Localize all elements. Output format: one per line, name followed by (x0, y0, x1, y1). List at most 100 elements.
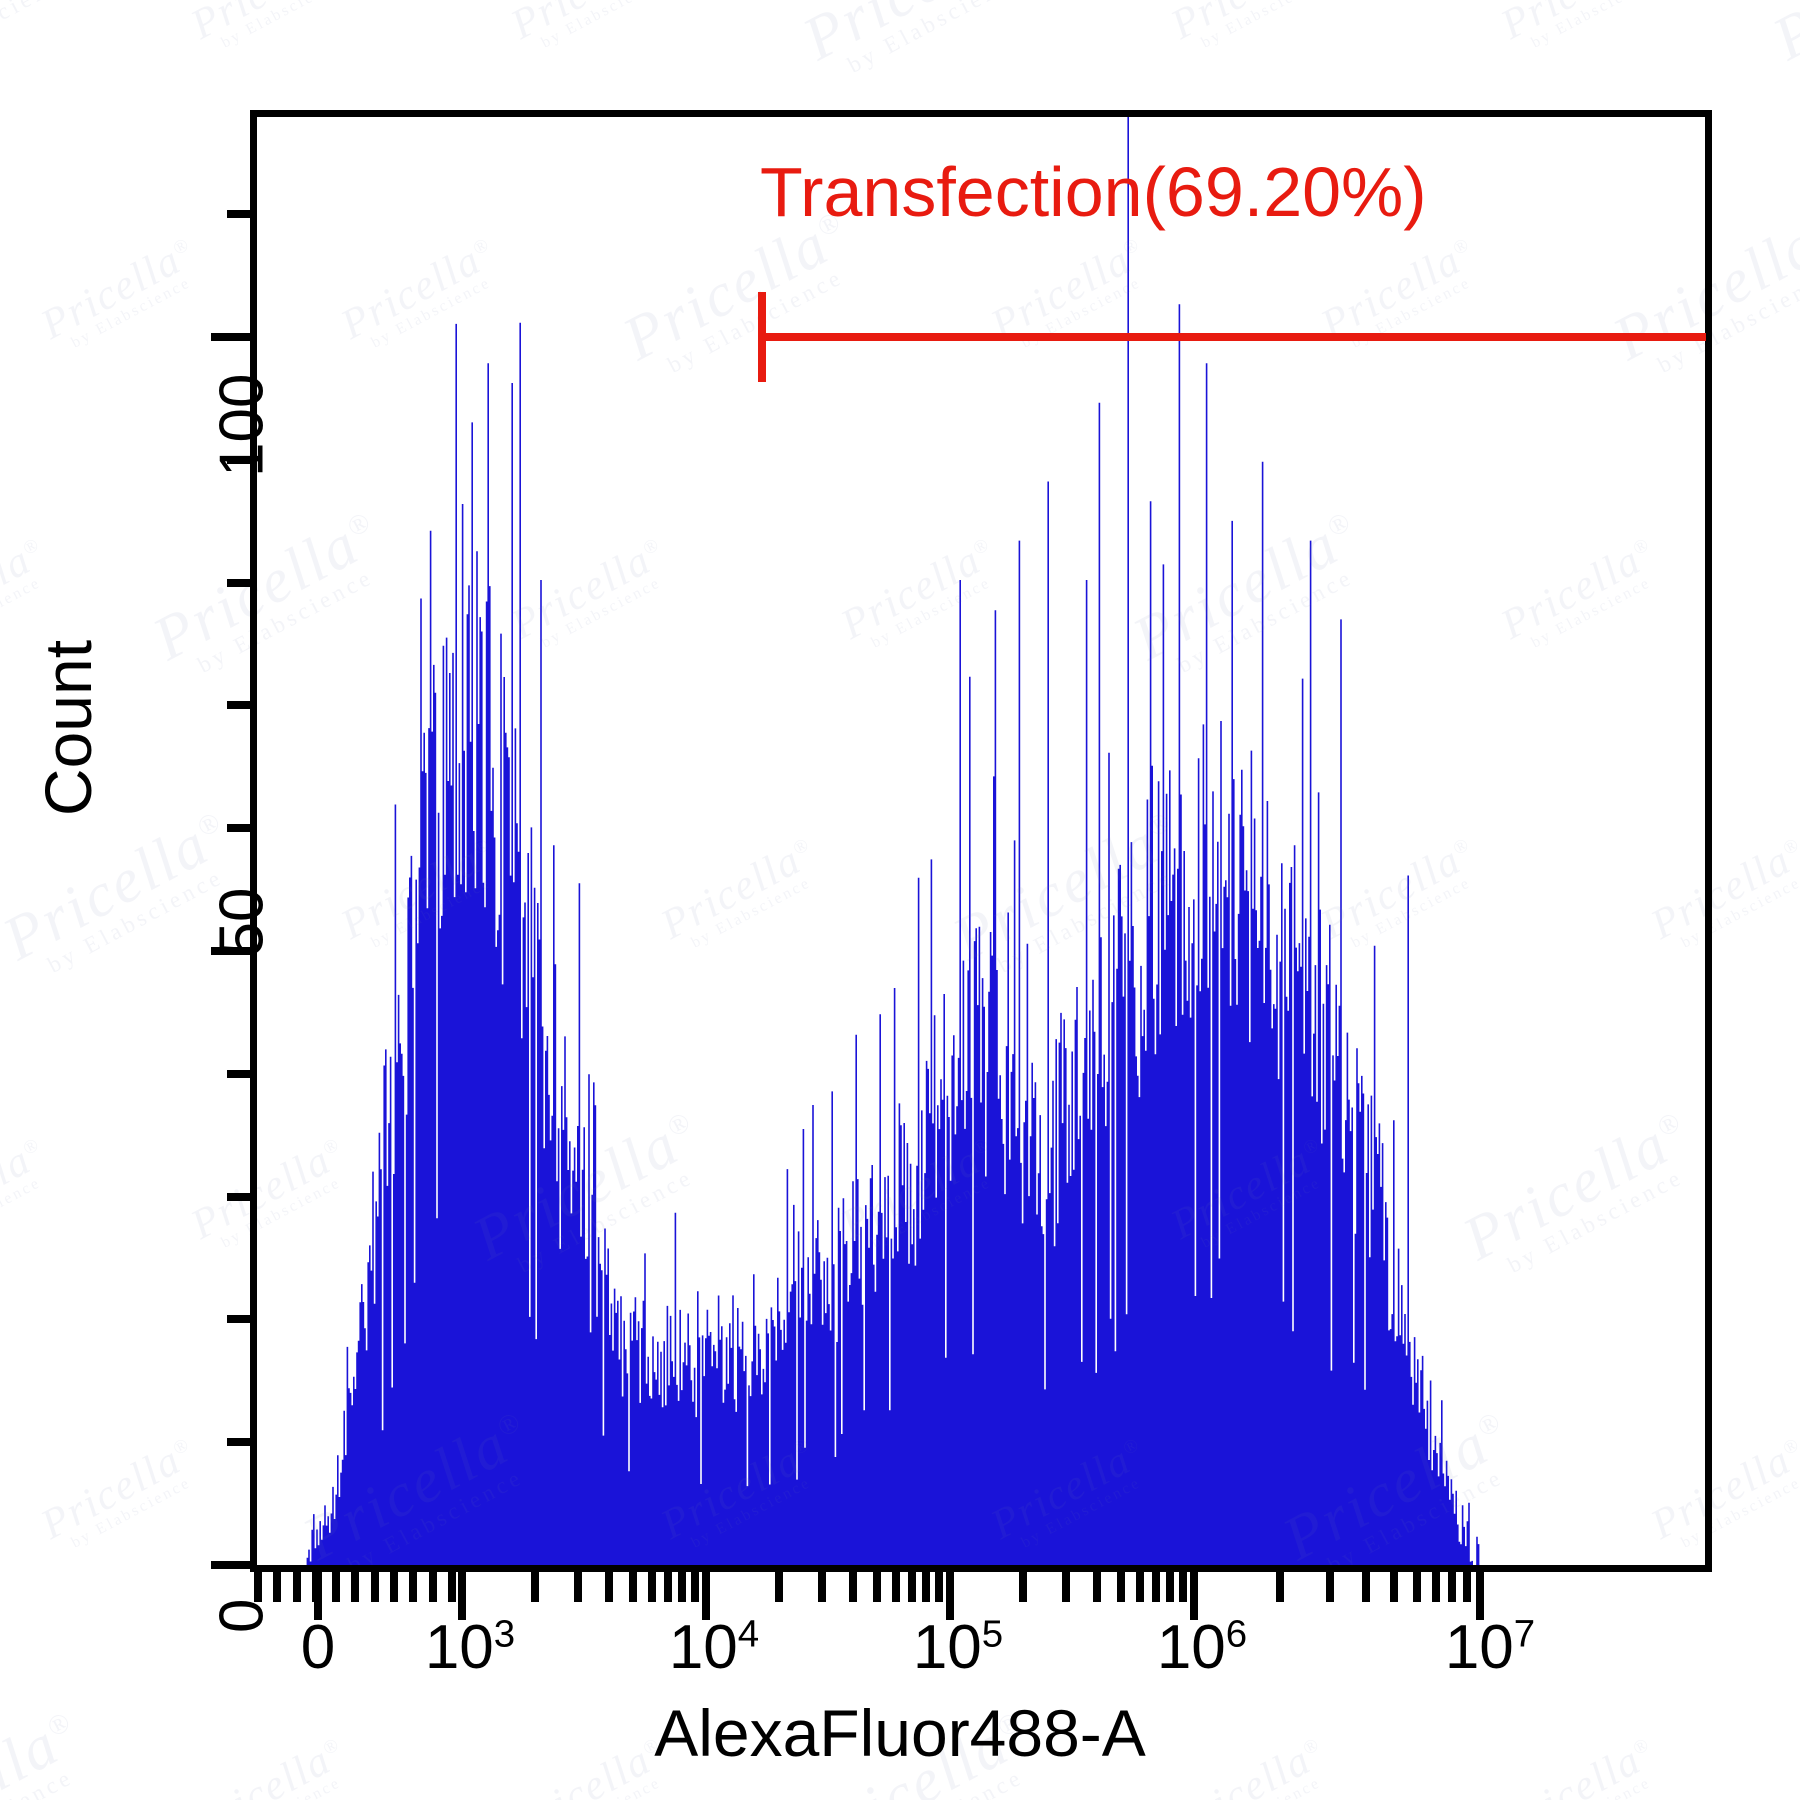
watermark-pricella: Pricella®by Elabscience (791, 0, 1050, 91)
watermark-pricella: Pricella®by Elabscience (1761, 0, 1800, 91)
x-axis-minor-tick (848, 1572, 857, 1602)
x-axis-minor-tick (908, 1572, 917, 1602)
x-axis-minor-tick (1462, 1572, 1471, 1602)
watermark-brand: Pricella® (503, 0, 673, 48)
x-tick-exp: 5 (981, 1612, 1004, 1656)
watermark-pricella: Pricella®by Elabscience (0, 1127, 59, 1260)
y-axis-minor-tick (227, 1069, 257, 1078)
x-axis-minor-tick (818, 1572, 827, 1602)
x-axis-minor-tick (1178, 1572, 1187, 1602)
y-axis-major-tick (211, 1561, 257, 1569)
y-axis-minor-tick (227, 1192, 257, 1201)
watermark-tagline: by Elabscience (538, 0, 664, 52)
x-axis-title: AlexaFluor488-A (654, 1696, 1146, 1770)
x-axis-major-tick (702, 1572, 710, 1620)
y-tick-label-50: 50 (207, 887, 277, 957)
x-tick-base: 10 (668, 1613, 738, 1682)
x-axis-minor-tick (409, 1572, 418, 1602)
x-tick-label-0: 0 (218, 1612, 418, 1683)
x-axis-minor-tick (254, 1572, 262, 1602)
x-axis-minor-tick (1166, 1572, 1175, 1602)
y-axis-major-tick (211, 333, 257, 341)
watermark-brand: Pricella® (1493, 0, 1663, 48)
watermark-brand: Pricella® (0, 1134, 44, 1248)
watermark-pricella: Pricella®by Elabscience (1163, 0, 1340, 60)
watermark-brand: Pricella® (183, 0, 353, 48)
watermark-tagline: by Elabscience (218, 0, 344, 52)
watermark-pricella: Pricella®by Elabscience (503, 0, 680, 60)
x-axis-minor-tick (628, 1572, 637, 1602)
histogram-plot-area (257, 117, 1705, 1565)
x-axis-minor-tick (690, 1572, 699, 1602)
y-axis-minor-tick (227, 455, 257, 464)
watermark-tagline: by Elabscience (1528, 0, 1654, 52)
x-axis-minor-tick (872, 1572, 881, 1602)
watermark-brand: Pricella® (0, 0, 91, 73)
x-tick-label-1e3: 103 (370, 1612, 570, 1683)
x-tick-base: 10 (1444, 1613, 1514, 1682)
gate-horizontal-line (758, 333, 1706, 341)
x-axis-minor-tick (1431, 1572, 1440, 1602)
watermark-tagline: by Elabscience (843, 0, 1028, 79)
x-axis-minor-tick (273, 1572, 282, 1602)
x-axis-minor-tick (292, 1572, 301, 1602)
y-axis-minor-tick (227, 1315, 257, 1324)
x-axis-minor-tick (1412, 1572, 1421, 1602)
x-axis-minor-tick (1362, 1572, 1371, 1602)
x-axis-major-tick (458, 1572, 466, 1620)
watermark-pricella: Pricella®by Elabscience (0, 0, 101, 91)
watermark-tagline: by Elabscience (68, 1473, 194, 1552)
y-axis-minor-tick (227, 824, 257, 833)
watermark-brand: Pricella® (1762, 0, 1800, 73)
x-tick-base: 0 (300, 1613, 336, 1682)
x-axis-minor-tick (922, 1572, 931, 1602)
plot-frame-top (250, 110, 1712, 117)
watermark-brand: Pricella® (33, 1434, 194, 1548)
x-axis-minor-tick (370, 1572, 379, 1602)
x-tick-exp: 7 (1513, 1612, 1536, 1656)
y-tick-label-100: 100 (207, 373, 277, 477)
y-axis-minor-tick (227, 578, 257, 587)
watermark-pricella: Pricella®by Elabscience (33, 227, 210, 360)
x-axis-major-tick (1190, 1572, 1198, 1620)
x-axis-minor-tick (531, 1572, 540, 1602)
watermark-tagline: by Elabscience (1198, 0, 1324, 52)
plot-frame-right (1705, 110, 1712, 1572)
x-tick-exp: 3 (493, 1612, 516, 1656)
x-tick-exp: 4 (737, 1612, 760, 1656)
x-axis-minor-tick (891, 1572, 900, 1602)
x-tick-label-1e4: 104 (614, 1612, 814, 1683)
x-axis-major-tick (946, 1572, 954, 1620)
x-axis-minor-tick (934, 1572, 943, 1602)
plot-frame-left (250, 110, 257, 1572)
x-axis-minor-tick (1062, 1572, 1071, 1602)
x-axis-minor-tick (331, 1572, 340, 1602)
watermark-tagline: by Elabscience (68, 273, 194, 352)
x-axis-minor-tick (390, 1572, 398, 1602)
histogram-series (257, 117, 1705, 1565)
x-axis-minor-tick (1389, 1572, 1398, 1602)
y-axis-title: Count (31, 639, 105, 817)
y-axis-major-tick (211, 947, 257, 955)
x-axis-minor-tick (664, 1572, 673, 1602)
x-axis-minor-tick (1326, 1572, 1335, 1602)
x-axis-major-tick (1476, 1572, 1484, 1620)
x-axis-minor-tick (678, 1572, 687, 1602)
x-axis-minor-tick (1116, 1572, 1125, 1602)
x-axis-minor-tick (604, 1572, 613, 1602)
x-axis-minor-tick (647, 1572, 656, 1602)
x-axis-major-tick (314, 1572, 322, 1620)
watermark-brand: Pricella® (33, 234, 194, 348)
x-axis-minor-tick (1448, 1572, 1457, 1602)
x-axis-minor-tick (428, 1572, 437, 1602)
watermark-pricella: Pricella®by Elabscience (183, 0, 360, 60)
y-axis-minor-tick (227, 1438, 257, 1447)
x-axis-minor-tick (1276, 1572, 1285, 1602)
x-axis-minor-tick (351, 1572, 360, 1602)
x-axis-minor-tick (448, 1572, 457, 1602)
x-axis-minor-tick (1135, 1572, 1144, 1602)
y-axis-minor-tick (227, 210, 257, 219)
x-tick-label-1e7: 107 (1390, 1612, 1590, 1683)
x-tick-base: 10 (1156, 1613, 1226, 1682)
